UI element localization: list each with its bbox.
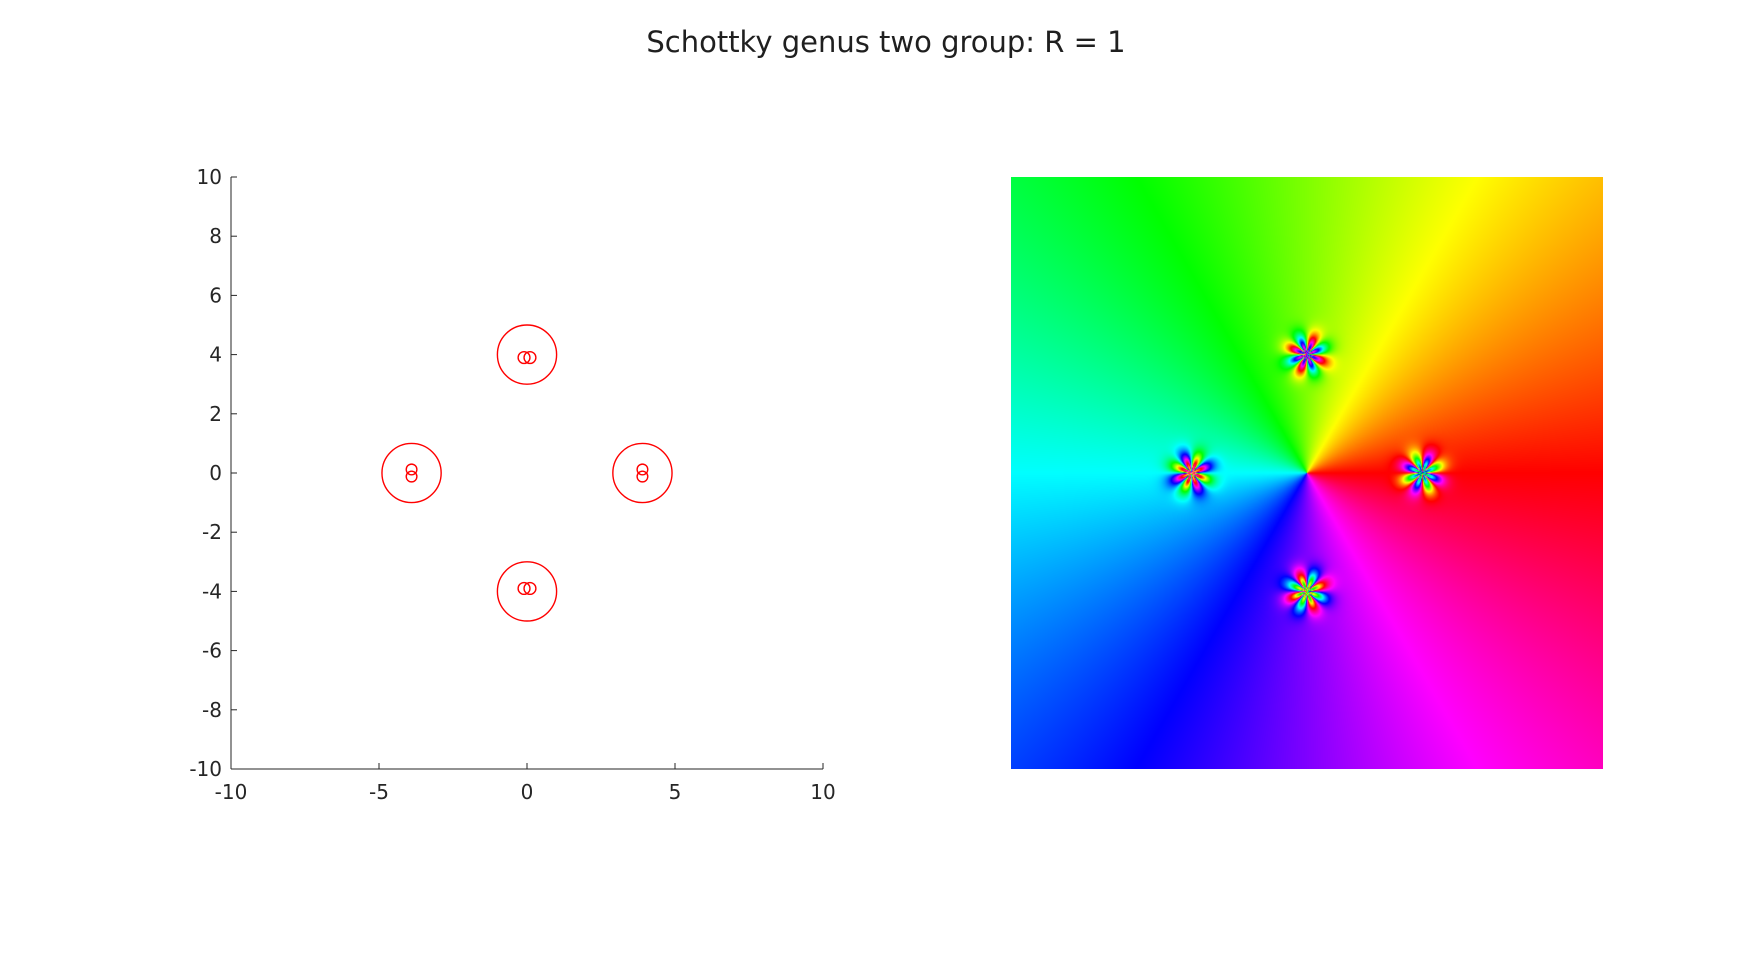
right-axes xyxy=(1011,177,1603,769)
circle-group xyxy=(381,324,673,622)
y-tick-label: -2 xyxy=(202,520,222,544)
circle-7 xyxy=(523,581,537,596)
phase-plot-container xyxy=(1011,177,1603,769)
y-tick-label: -10 xyxy=(189,757,222,781)
x-tick-label: 0 xyxy=(521,780,534,804)
x-tick-label: 5 xyxy=(669,780,682,804)
circle-11 xyxy=(636,470,649,483)
x-tick-label: -10 xyxy=(215,780,248,804)
y-tick-label: 4 xyxy=(209,343,222,367)
tick-group: -10 -5 0 5 10 10 8 6 4 2 0 -2 -4 -6 -8 -10 xyxy=(189,165,835,804)
circle-8 xyxy=(405,463,418,476)
y-tick-label: 0 xyxy=(209,461,222,485)
circle-3 xyxy=(612,442,673,504)
y-tick-label: -4 xyxy=(202,579,222,603)
circle-2 xyxy=(381,442,442,504)
left-axes: -10 -5 0 5 10 10 8 6 4 2 0 -2 -4 -6 -8 -10 xyxy=(189,165,835,804)
y-tick-label: 10 xyxy=(197,165,222,189)
circle-5 xyxy=(523,350,537,365)
phase-plot xyxy=(1011,177,1603,769)
circle-1 xyxy=(496,561,558,622)
circle-4 xyxy=(517,350,531,365)
circle-10 xyxy=(636,463,649,476)
x-tick-label: 10 xyxy=(810,780,835,804)
y-tick-label: -8 xyxy=(202,698,222,722)
y-tick-label: -6 xyxy=(202,639,222,663)
circle-9 xyxy=(405,470,418,483)
figure-title: Schottky genus two group: R = 1 xyxy=(646,25,1125,59)
y-tick-label: 6 xyxy=(209,283,222,307)
y-tick-label: 2 xyxy=(209,402,222,426)
circle-6 xyxy=(517,581,531,596)
circle-0 xyxy=(496,324,558,385)
x-tick-label: -5 xyxy=(369,780,389,804)
y-tick-label: 8 xyxy=(209,224,222,248)
